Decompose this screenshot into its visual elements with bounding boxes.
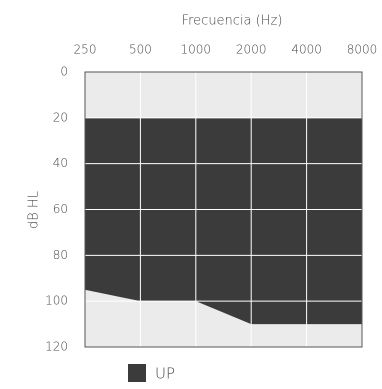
- y-tick-label: 120: [45, 340, 68, 354]
- y-tick-label: 20: [53, 110, 68, 124]
- y-tick-label: 80: [53, 248, 68, 262]
- x-tick-label: 2000: [236, 43, 267, 57]
- x-tick-label: 500: [129, 43, 152, 57]
- x-axis-label: Frecuencia (Hz): [182, 14, 283, 29]
- y-tick-label: 40: [53, 156, 68, 170]
- x-tick-label: 4000: [291, 43, 322, 57]
- y-tick-label: 60: [53, 202, 68, 216]
- x-tick-label: 1000: [181, 43, 212, 57]
- area: [85, 117, 362, 325]
- legend-label: UP: [155, 365, 175, 383]
- x-tick-label: 8000: [347, 43, 378, 57]
- legend-swatch: [128, 364, 146, 382]
- y-axis-label: dB HL: [27, 191, 42, 229]
- x-tick-label: 250: [74, 43, 97, 57]
- y-tick-label: 100: [45, 294, 68, 308]
- y-tick-label: 0: [60, 65, 68, 79]
- plot-border: [84, 71, 363, 348]
